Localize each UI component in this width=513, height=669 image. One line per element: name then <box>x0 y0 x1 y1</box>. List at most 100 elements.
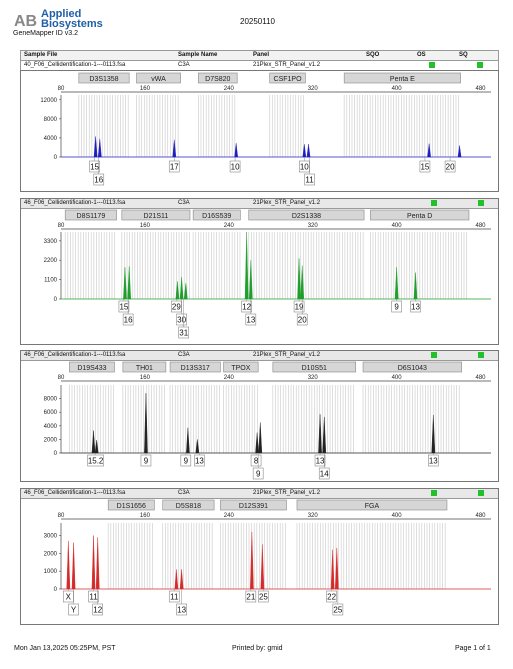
locus-label: D2S1338 <box>292 213 321 220</box>
electropherogram-panel-black: 46_F06_Cellidentification-1---0113.fsa C… <box>20 350 499 482</box>
allele-call-label: 11 <box>305 176 314 185</box>
x-tick-label: 320 <box>308 375 319 381</box>
y-tick-label: 3300 <box>44 239 58 245</box>
x-tick-label: 160 <box>140 86 151 92</box>
x-tick-label: 480 <box>476 513 487 519</box>
peak <box>183 283 188 300</box>
allele-call-label: 11 <box>89 593 98 602</box>
locus-label-box <box>198 72 238 84</box>
printed-by: Printed by: gmid <box>232 645 283 652</box>
allele-call-label: 25 <box>259 593 268 602</box>
x-tick-label: 320 <box>308 513 319 519</box>
sample-file-value: 46_F06_Cellidentification-1---0113.fsa <box>24 352 126 358</box>
panel-value: 21Plex_STR_Panel_v1.2 <box>253 62 321 68</box>
allele-call-label: 29 <box>172 303 181 312</box>
y-tick-label: 0 <box>54 297 58 303</box>
locus-label-box <box>121 209 191 221</box>
peak <box>186 427 190 454</box>
allele-call-box <box>419 160 431 173</box>
peak <box>71 542 76 590</box>
allele-call-label: 13 <box>177 606 186 615</box>
locus-label: Penta E <box>390 76 415 83</box>
y-tick-label: 8000 <box>44 397 58 403</box>
allele-call-box <box>178 326 190 339</box>
locus-label: CSF1PO <box>274 76 303 83</box>
allele-call-label: 25 <box>333 606 342 615</box>
locus-label: D6S1043 <box>398 365 427 372</box>
peak <box>94 440 99 454</box>
x-tick-label: 480 <box>476 223 487 229</box>
locus-label: TPOX <box>231 365 250 372</box>
report-date-code: 20250110 <box>240 17 275 26</box>
peak <box>195 439 200 454</box>
allele-call-label: 13 <box>195 457 204 466</box>
peak <box>250 531 254 590</box>
allele-call-label: 22 <box>327 593 336 602</box>
peak <box>431 414 436 454</box>
peak <box>66 540 71 590</box>
peak <box>123 267 127 300</box>
allele-call-label: 9 <box>256 470 261 479</box>
panel-title-bar: 46_F06_Cellidentification-1---0113.fsa C… <box>21 199 498 209</box>
x-tick-label: 80 <box>58 375 65 381</box>
allele-call-box <box>252 467 264 480</box>
col-sample-file: Sample File <box>24 52 58 58</box>
allele-call-label: 30 <box>177 316 186 325</box>
peak <box>258 422 263 454</box>
x-tick-label: 480 <box>476 375 487 381</box>
col-sq: SQ <box>459 52 468 58</box>
y-tick-label: 4000 <box>44 424 58 430</box>
x-tick-label: 400 <box>392 86 403 92</box>
peak <box>244 231 249 300</box>
allele-call-box <box>68 603 79 616</box>
peak <box>255 432 259 454</box>
locus-label: D13S317 <box>181 365 210 372</box>
allele-call-label: 16 <box>124 316 133 325</box>
allele-call-label: 9 <box>184 457 189 466</box>
allele-call-label: 31 <box>179 329 188 338</box>
allele-call-box <box>122 313 134 326</box>
sq-status-indicator <box>478 352 484 358</box>
allele-call-box <box>88 590 99 603</box>
peak <box>260 544 265 590</box>
allele-call-box <box>296 313 308 326</box>
allele-call-label: Y <box>71 606 77 615</box>
peak <box>322 416 327 454</box>
peak <box>174 569 179 590</box>
allele-call-box <box>410 300 421 313</box>
locus-label-box <box>136 72 181 84</box>
x-tick-label: 400 <box>392 513 403 519</box>
allele-call-box <box>250 454 262 467</box>
sample-table-header: Sample File Sample Name Panel SQO OS SQ … <box>20 50 499 71</box>
peak <box>335 547 339 590</box>
allele-call-box <box>180 454 192 467</box>
locus-label: TH01 <box>136 365 153 372</box>
y-tick-label: 2000 <box>44 551 58 557</box>
allele-call-label: 17 <box>170 163 179 172</box>
x-tick-label: 480 <box>476 86 487 92</box>
col-panel: Panel <box>253 52 270 58</box>
sq-status-indicator <box>478 490 484 496</box>
x-tick-label: 80 <box>58 223 65 229</box>
electropherogram-chart-blue: D3S1358 vWA D7S820 CSF1PO Penta E80 160 240 320… <box>40 72 491 186</box>
peak <box>249 260 253 300</box>
locus-label: D1S1656 <box>117 503 146 510</box>
locus-label: D5S818 <box>176 503 201 510</box>
locus-label-box <box>272 361 357 373</box>
allele-call-label: 12 <box>93 606 102 615</box>
peak <box>95 537 100 590</box>
electropherogram-panel-green: 46_F06_Cellidentification-1---0113.fsa C… <box>20 198 499 345</box>
locus-label: D7S820 <box>205 76 230 83</box>
locus-label-box <box>122 361 167 373</box>
col-sqo: SQO <box>366 52 380 58</box>
allele-call-box <box>140 454 152 467</box>
y-tick-label: 1100 <box>44 278 58 284</box>
peak <box>427 143 431 158</box>
allele-call-box <box>92 603 104 616</box>
panel-value: 21Plex_STR_Panel_v1.2 <box>253 200 321 206</box>
locus-label-box <box>64 209 117 221</box>
allele-call-box <box>229 160 241 173</box>
allele-call-label: 15.2 <box>88 457 104 466</box>
y-tick-label: 8000 <box>44 117 58 123</box>
